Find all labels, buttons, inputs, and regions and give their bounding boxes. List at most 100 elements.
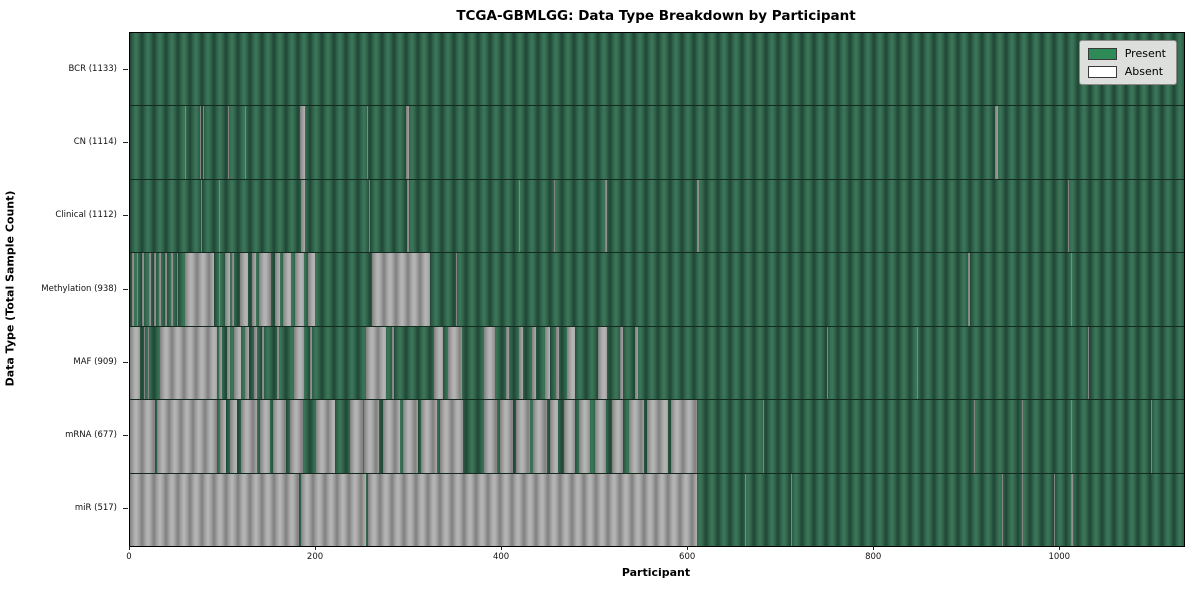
absent-segment [219,179,221,253]
absent-segment [220,400,226,473]
absent-segment [368,473,698,546]
absent-segment [448,326,463,400]
absent-segment [603,106,605,179]
absent-segment [455,253,457,326]
absent-segment [184,253,214,326]
absent-segment [1071,400,1073,473]
x-tick-mark [315,546,317,550]
absent-segment [253,326,258,400]
absent-segment [1151,400,1153,473]
absent-segment [293,326,304,400]
absent-segment [259,253,272,326]
absent-segment [200,179,202,253]
x-tick-label: 200 [306,552,324,562]
absent-segment [276,326,279,400]
row-BCR [130,33,1184,107]
absent-segment [635,326,638,400]
absent-segment [620,326,624,400]
absent-segment [165,253,168,326]
absent-segment [567,326,575,400]
absent-segment [483,400,498,473]
absent-segment [579,400,591,473]
absent-segment [406,106,410,179]
absent-segment [516,400,531,473]
legend-item-present: Present [1087,47,1166,60]
y-tick-label: Clinical (1112) [55,210,117,221]
absent-segment [316,400,335,473]
absent-segment [554,179,556,253]
y-tick-mark [123,141,128,143]
x-tick-label: 0 [126,552,132,562]
absent-segment [307,253,316,326]
x-tick-mark [129,546,130,550]
absent-segment [273,400,287,473]
absent-segment [505,326,509,400]
absent-segment [159,326,218,400]
absent-segment [1022,400,1024,473]
x-axis-label: Participant [621,566,691,579]
row-Clinical [130,179,1184,254]
plot-area: Present Absent [129,32,1185,547]
absent-segment [611,400,624,473]
absent-segment [439,400,464,473]
absent-segment [605,179,608,253]
absent-segment [500,400,514,473]
absent-segment [301,473,367,546]
absent-segment [245,326,250,400]
absent-segment [1071,473,1074,546]
absent-segment [158,253,161,326]
absent-segment [392,326,395,400]
absent-segment [262,326,264,400]
absent-segment [239,253,249,326]
row-CN [130,106,1184,180]
absent-segment [1022,473,1024,546]
absent-segment [184,106,186,179]
absent-segment [518,179,520,253]
row-MAF [130,326,1184,401]
absent-segment [366,326,386,400]
absent-segment [917,326,918,400]
absent-segment [251,253,256,326]
absent-segment [434,326,444,400]
absent-segment [226,326,231,400]
absent-segment [550,400,558,473]
absent-segment [826,326,828,400]
absent-segment [154,253,157,326]
absent-segment [130,473,300,546]
x-tick-mark [687,546,689,550]
absent-segment [744,473,746,546]
absent-swatch-icon [1087,65,1117,78]
absent-segment [483,326,495,400]
absent-segment [973,400,975,473]
row-miR [130,473,1184,546]
y-tick-mark [123,435,128,437]
absent-segment [199,106,201,179]
absent-segment [556,326,559,400]
absent-segment [518,326,523,400]
absent-segment [301,179,305,253]
absent-segment [791,473,793,546]
absent-segment [1053,473,1055,546]
absent-segment [544,326,551,400]
y-tick-label: MAF (909) [73,356,117,367]
absent-segment [269,326,271,400]
absent-segment [310,326,313,400]
absent-segment [671,400,698,473]
absent-segment [762,400,764,473]
rows-container [130,33,1184,546]
absent-segment [219,326,223,400]
chart-title: TCGA-GBMLGG: Data Type Breakdown by Part… [456,8,856,24]
absent-segment [260,400,270,473]
legend-item-absent: Absent [1087,65,1166,78]
y-tick-mark [123,68,128,70]
legend-label-present: Present [1124,47,1166,60]
absent-segment [136,253,139,326]
absent-segment [421,400,437,473]
absent-segment [148,253,152,326]
absent-segment [131,253,134,326]
y-tick-mark [123,288,128,290]
absent-segment [371,253,431,326]
x-tick-label: 1000 [1048,552,1071,562]
row-mRNA [130,400,1184,474]
absent-segment [143,326,145,400]
